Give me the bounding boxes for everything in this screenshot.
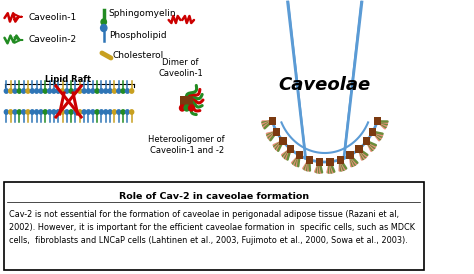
Bar (356, 145, 363, 153)
Text: Role of Cav-2 in caveolae formation: Role of Cav-2 in caveolae formation (119, 192, 309, 201)
Circle shape (82, 110, 86, 114)
Bar (279, 137, 286, 145)
Circle shape (73, 89, 77, 93)
Circle shape (112, 110, 117, 114)
Circle shape (39, 89, 43, 93)
Circle shape (104, 110, 108, 114)
Circle shape (52, 110, 56, 114)
Text: Sphingomyelin: Sphingomyelin (108, 10, 176, 19)
Bar (287, 145, 294, 153)
Circle shape (47, 110, 52, 114)
Circle shape (47, 89, 52, 93)
Circle shape (26, 89, 30, 93)
Circle shape (35, 110, 38, 114)
Circle shape (69, 110, 73, 114)
Circle shape (39, 110, 43, 114)
Circle shape (73, 110, 77, 114)
Circle shape (112, 89, 117, 93)
Text: Heterooligomer of
Caveolin-1 and -2: Heterooligomer of Caveolin-1 and -2 (148, 135, 225, 155)
Circle shape (30, 110, 34, 114)
Text: Caveolae: Caveolae (279, 76, 371, 94)
Circle shape (101, 19, 107, 25)
Circle shape (35, 89, 38, 93)
Bar (316, 158, 323, 166)
Circle shape (9, 89, 13, 93)
Circle shape (56, 110, 60, 114)
Text: Phospholipid: Phospholipid (109, 30, 167, 39)
Circle shape (69, 89, 73, 93)
Circle shape (65, 89, 69, 93)
Circle shape (26, 110, 30, 114)
Circle shape (4, 89, 9, 93)
FancyBboxPatch shape (4, 182, 424, 270)
Text: Lipid Raft: Lipid Raft (46, 76, 91, 84)
Circle shape (18, 89, 21, 93)
Text: cells,  fibroblasts and LNCaP cells (Lahtinen et al., 2003, Fujimoto et al., 200: cells, fibroblasts and LNCaP cells (Laht… (9, 236, 408, 245)
Circle shape (22, 110, 26, 114)
Circle shape (189, 105, 194, 111)
Circle shape (78, 110, 82, 114)
Circle shape (108, 89, 112, 93)
Circle shape (78, 89, 82, 93)
Circle shape (61, 89, 64, 93)
Circle shape (9, 110, 13, 114)
Bar (296, 151, 303, 159)
Circle shape (61, 110, 64, 114)
Bar (181, 96, 193, 106)
Circle shape (126, 89, 129, 93)
Circle shape (65, 110, 69, 114)
Circle shape (121, 89, 125, 93)
Circle shape (52, 89, 56, 93)
Circle shape (100, 89, 103, 93)
Bar (346, 151, 354, 159)
Circle shape (86, 110, 91, 114)
Circle shape (126, 110, 129, 114)
Circle shape (82, 89, 86, 93)
Text: Caveolin-1: Caveolin-1 (29, 13, 77, 22)
Bar (306, 156, 313, 164)
Bar (374, 117, 381, 125)
Circle shape (100, 24, 107, 32)
Circle shape (4, 110, 9, 114)
Bar (363, 137, 370, 145)
Circle shape (91, 110, 95, 114)
Circle shape (121, 110, 125, 114)
Circle shape (104, 89, 108, 93)
Text: 2002). However, it is important for the efficient caveolae formation in  specifi: 2002). However, it is important for the … (9, 223, 415, 232)
Circle shape (100, 110, 103, 114)
Circle shape (86, 89, 91, 93)
Circle shape (95, 110, 99, 114)
Circle shape (18, 110, 21, 114)
Circle shape (117, 110, 121, 114)
Circle shape (117, 89, 121, 93)
Circle shape (13, 110, 17, 114)
Circle shape (22, 89, 26, 93)
Text: Caveolin-2: Caveolin-2 (29, 36, 77, 44)
Circle shape (95, 89, 99, 93)
Bar (369, 128, 376, 136)
Circle shape (91, 89, 95, 93)
Circle shape (13, 89, 17, 93)
Circle shape (184, 105, 190, 111)
Circle shape (43, 110, 47, 114)
Circle shape (130, 89, 134, 93)
Circle shape (108, 110, 112, 114)
Bar (273, 128, 280, 136)
Text: Cholesterol: Cholesterol (113, 52, 164, 61)
Bar (327, 158, 334, 166)
Text: Dimer of
Caveolin-1: Dimer of Caveolin-1 (158, 58, 203, 78)
Circle shape (43, 89, 47, 93)
Circle shape (30, 89, 34, 93)
Circle shape (56, 89, 60, 93)
Bar (269, 117, 276, 125)
Circle shape (130, 110, 134, 114)
Bar (337, 156, 344, 164)
Circle shape (180, 105, 185, 111)
Text: Cav-2 is not essential for the formation of caveolae in perigonadal adipose tiss: Cav-2 is not essential for the formation… (9, 210, 399, 219)
